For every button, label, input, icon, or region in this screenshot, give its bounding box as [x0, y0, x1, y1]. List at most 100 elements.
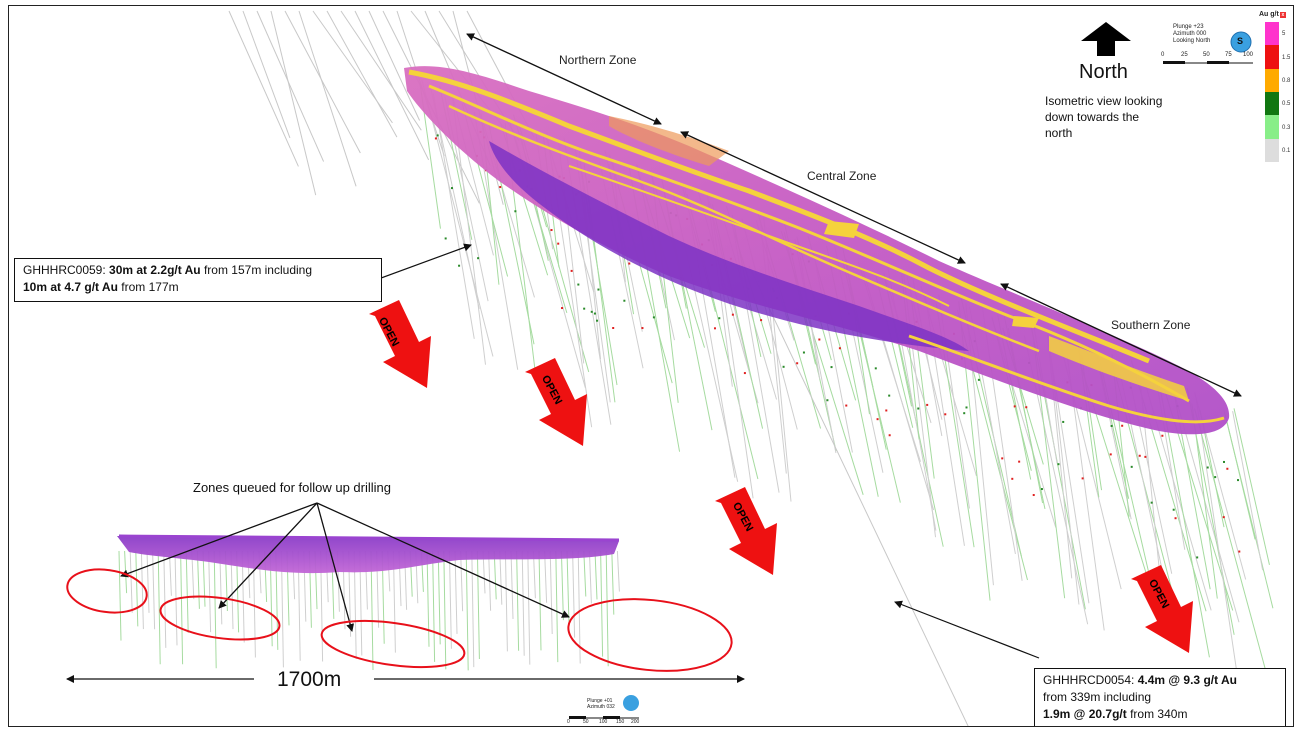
drill-hole-trace	[1223, 409, 1274, 609]
grade-marker	[1018, 460, 1021, 463]
drill-hole-trace	[504, 550, 508, 652]
legend-value: 1.5	[1282, 54, 1291, 61]
drill-hole-trace	[605, 550, 609, 667]
intercept-primary: 4.4m @ 9.3 g/t Au	[1137, 673, 1237, 687]
grade-marker	[1226, 467, 1229, 470]
drill-hole-trace	[228, 10, 299, 167]
drill-hole-trace	[471, 550, 475, 668]
azimuth-text: Azimuth 032	[587, 704, 615, 710]
drill-hole-trace	[1194, 408, 1272, 692]
legend-value: 5	[1282, 31, 1286, 38]
open-arrow-icon	[715, 487, 777, 575]
grade-marker	[713, 327, 716, 330]
drill-hole-trace	[516, 550, 520, 651]
grade-marker	[1144, 455, 1147, 458]
drill-hole-trace	[499, 550, 503, 605]
scale-tick: 50	[583, 719, 589, 725]
grade-marker	[1206, 466, 1209, 469]
grade-marker	[557, 242, 560, 245]
grade-marker	[612, 327, 615, 330]
grade-marker	[1040, 488, 1043, 491]
callout-ghhhrc0059: GHHHRC0059: 30m at 2.2g/t Au from 157m i…	[14, 258, 382, 302]
scale-tick: 0	[567, 719, 570, 725]
grade-legend: 5 1.5 0.8 0.5 0.3 0.1	[1265, 22, 1293, 162]
grade-marker	[641, 327, 644, 330]
grade-marker	[888, 434, 891, 437]
drill-hole-trace	[1191, 403, 1218, 599]
scale-bar-bottom	[569, 695, 639, 719]
drill-hole-trace	[611, 550, 615, 615]
central-zone-label: Central Zone	[807, 169, 877, 183]
drill-hole-trace	[421, 79, 494, 357]
intercept-primary: 30m at 2.2g/t Au	[109, 263, 201, 277]
close-icon[interactable]: x	[1279, 12, 1286, 18]
intercept-secondary: 1.9m @ 20.7g/t	[1043, 707, 1127, 721]
legend-value: 0.8	[1282, 78, 1291, 84]
grade-marker	[444, 237, 447, 240]
drill-hole-trace	[124, 550, 128, 594]
drill-hole-trace	[284, 10, 361, 154]
grade-marker	[514, 210, 517, 213]
grade-marker	[561, 307, 564, 310]
drill-hole-trace	[270, 10, 317, 196]
grade-marker	[826, 399, 829, 402]
grade-marker	[590, 310, 593, 313]
intercept-depth-secondary: from 340m	[1126, 707, 1188, 721]
view-orientation-bottom: Plunge +01 Azimuth 032	[587, 698, 615, 710]
open-arrow-icon	[369, 300, 431, 388]
drill-hole-trace	[510, 550, 514, 620]
drill-hole-trace	[1195, 398, 1241, 697]
drill-hole-trace	[454, 550, 458, 634]
grade-marker	[1238, 550, 1241, 553]
grade-marker	[802, 351, 805, 354]
view-description-line-2: down towards the	[1045, 110, 1140, 124]
drill-hole-trace	[298, 10, 357, 187]
grade-marker	[926, 403, 929, 406]
drill-hole-trace	[256, 10, 325, 162]
follow-up-target-ellipses	[66, 568, 733, 672]
grade-marker	[583, 307, 586, 310]
drill-hole-trace	[527, 550, 531, 665]
drill-hole-trace	[185, 550, 189, 633]
grade-marker	[458, 264, 461, 267]
drill-hole-trace	[560, 550, 564, 621]
queued-zones-label: Zones queued for follow up drilling	[193, 480, 392, 495]
drill-hole-trace	[748, 265, 969, 726]
grade-marker	[977, 378, 980, 381]
grade-marker	[596, 319, 599, 322]
grade-marker	[731, 313, 734, 316]
open-arrows	[369, 300, 1193, 653]
grade-marker	[1057, 463, 1060, 466]
grade-marker	[597, 288, 600, 291]
scale-tick: 200	[631, 719, 640, 725]
view-description-line-1: Isometric view looking	[1045, 94, 1163, 108]
grade-marker	[830, 366, 833, 369]
grade-marker	[1161, 434, 1164, 437]
open-arrow-icon	[525, 358, 587, 446]
grade-marker	[1109, 453, 1112, 456]
north-label: North	[1079, 61, 1128, 83]
legend-swatch	[1265, 115, 1279, 139]
legend-swatch	[1265, 138, 1279, 162]
drill-hole-trace	[1233, 408, 1270, 565]
grade-marker	[874, 367, 877, 370]
grade-marker	[1013, 405, 1016, 408]
grade-marker	[1150, 501, 1153, 504]
grade-marker	[876, 418, 879, 421]
hole-id: GHHHRC0059:	[23, 263, 110, 277]
grade-marker	[1001, 457, 1004, 460]
drill-hole-trace	[583, 550, 587, 597]
grade-marker	[593, 312, 596, 315]
grade-marker	[1121, 424, 1124, 427]
grade-marker	[434, 137, 437, 140]
drill-hole-trace	[135, 550, 139, 627]
drill-hole-trace	[157, 550, 161, 665]
drill-hole-trace	[616, 550, 620, 592]
southern-zone-label: Southern Zone	[1111, 318, 1191, 332]
scale-tick: 25	[1181, 52, 1188, 58]
legend-title: Au g/t x	[1259, 11, 1286, 18]
drill-hole-trace	[1232, 411, 1264, 571]
grade-marker	[1032, 494, 1035, 497]
hole-id: GHHHRCD0054:	[1043, 673, 1138, 687]
intercept-depth-secondary: from 177m	[117, 280, 179, 294]
